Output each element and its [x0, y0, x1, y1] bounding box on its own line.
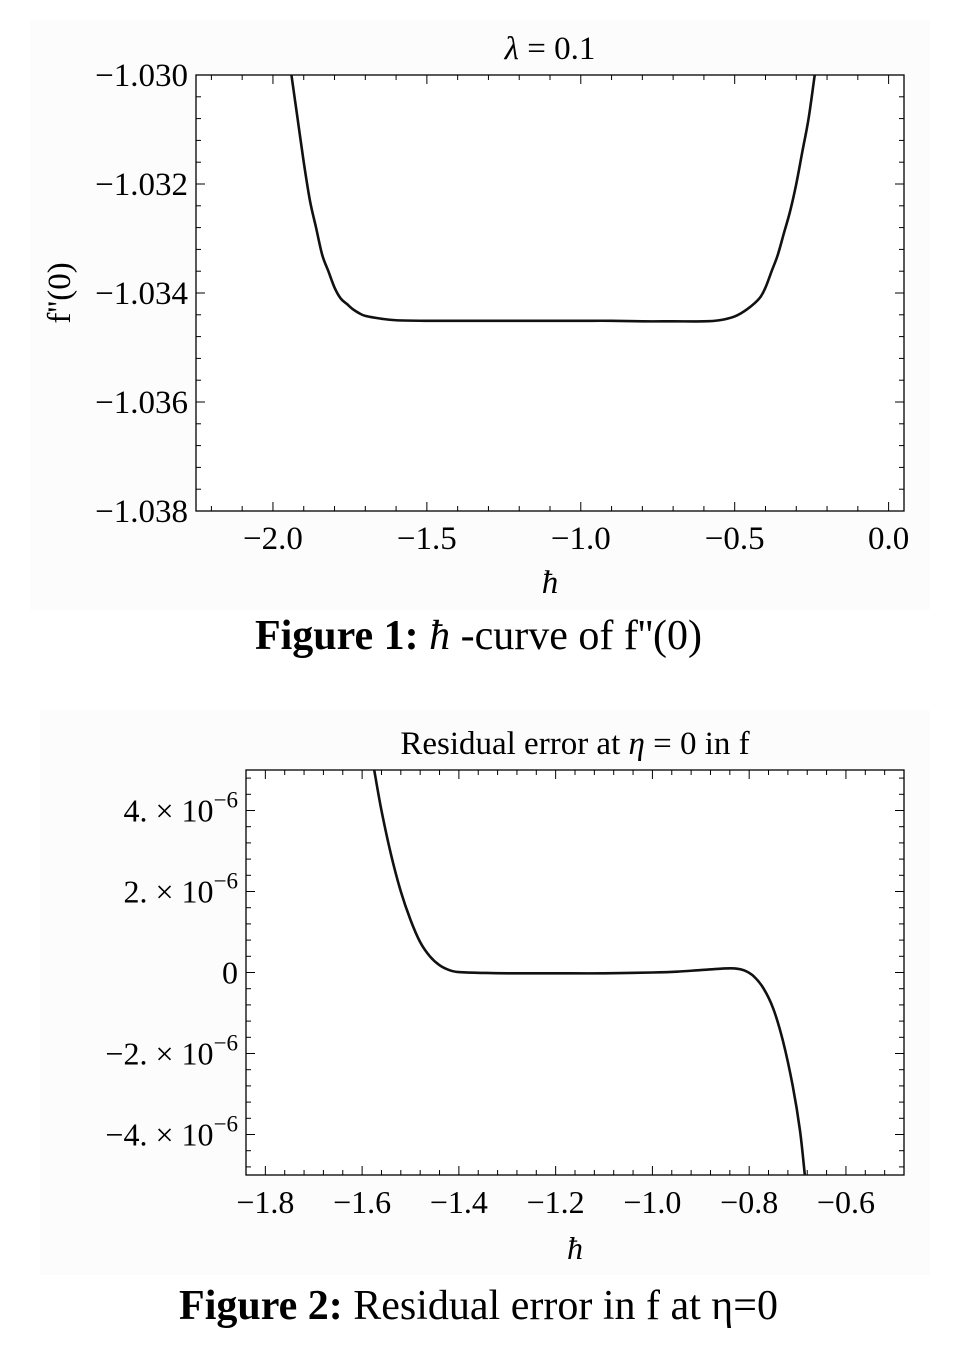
y-tick-label: 0: [222, 955, 238, 991]
x-tick-label: −2.0: [243, 521, 303, 557]
chart-title: Residual error at η = 0 in f: [400, 726, 749, 762]
y-tick-exponent: −6: [213, 787, 238, 813]
y-tick-mantissa: 0: [222, 955, 238, 991]
y-tick-exponent: −6: [213, 1030, 238, 1056]
figure1-caption-label: Figure 1:: [254, 613, 419, 659]
x-tick-label: −0.6: [817, 1184, 875, 1220]
x-tick-label: −1.6: [333, 1184, 391, 1220]
chart-title-part: = 0.1: [519, 31, 595, 67]
chart-title-part: λ: [504, 31, 519, 67]
x-tick-label: −1.0: [551, 521, 611, 557]
y-tick-label: −1.030: [95, 58, 188, 94]
y-tick-mantissa: −4. × 10: [105, 1117, 213, 1153]
figure1-caption-text: -curve of f''(0): [450, 613, 703, 659]
series-line: [290, 75, 817, 323]
figure2-caption-label: Figure 2:: [179, 1283, 343, 1329]
y-tick-label: −2. × 10−6: [105, 1030, 238, 1072]
chart-title: λ = 0.1: [504, 31, 596, 67]
y-axis-label: f''(0): [42, 262, 78, 323]
x-tick-label: −1.4: [430, 1184, 488, 1220]
chart-2: −1.8 −1.6 −1.4 −1.2 −1.0 −0.8 −0.64. × 10−62. …: [105, 726, 905, 1266]
y-tick-label: −1.034: [95, 276, 188, 312]
x-tick-label: −0.5: [705, 521, 765, 557]
x-tick-label: −0.8: [720, 1184, 778, 1220]
x-tick-label: −1.5: [397, 521, 457, 557]
y-tick-label: −1.032: [95, 167, 188, 203]
x-axis-label: ħ: [567, 1230, 583, 1266]
y-tick-mantissa: 2. × 10: [123, 874, 213, 910]
x-tick-label: 0.0: [868, 521, 909, 557]
x-axis-label: ħ: [542, 565, 559, 601]
y-tick-exponent: −6: [213, 1111, 238, 1137]
x-tick-label: −1.2: [527, 1184, 585, 1220]
y-tick-mantissa: 4. × 10: [123, 793, 213, 829]
y-tick-label: 2. × 10−6: [123, 868, 238, 910]
x-tick-label: −1.8: [236, 1184, 294, 1220]
plot-frame: [195, 74, 905, 512]
chart-title-part: = 0 in f: [645, 726, 750, 762]
y-tick-label: −1.038: [95, 494, 188, 530]
y-tick-label: −4. × 10−6: [105, 1111, 238, 1153]
x-tick-label: −1.0: [623, 1184, 681, 1220]
series-line: [372, 770, 807, 1175]
y-tick-mantissa: −2. × 10: [105, 1036, 213, 1072]
y-tick-label: −1.036: [95, 385, 188, 421]
figure1-caption: Figure 1: ħ -curve of f''(0): [0, 612, 957, 660]
chart-title-part: Residual error at: [400, 726, 628, 762]
figure2-caption-text: Residual error in f at η=0: [342, 1283, 778, 1329]
figure2-caption: Figure 2: Residual error in f at η=0: [0, 1282, 957, 1330]
y-tick-label: 4. × 10−6: [123, 787, 238, 829]
y-tick-exponent: −6: [213, 868, 238, 894]
chart-title-part: η: [629, 726, 645, 762]
chart-1: −2.0 −1.5 −1.0 −0.5 0.0 −1.030 −1.032 −1.034 −1.…: [42, 31, 909, 601]
figure1-caption-symbol: ħ: [429, 613, 451, 659]
